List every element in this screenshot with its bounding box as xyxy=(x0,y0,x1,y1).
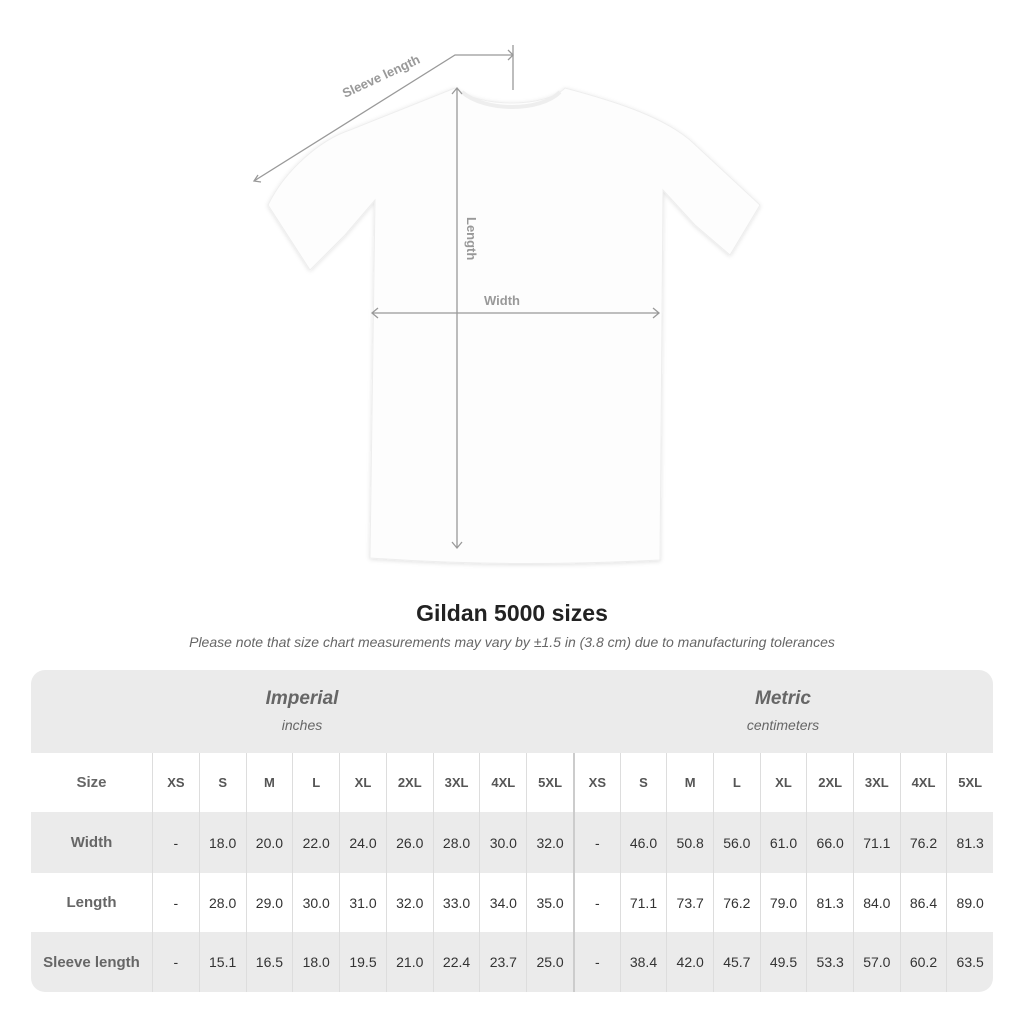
measurement-cell: 35.0 xyxy=(526,873,573,932)
measurement-cell: 30.0 xyxy=(292,873,339,932)
measurement-cell: 60.2 xyxy=(899,932,947,992)
imperial-title: Imperial xyxy=(265,688,339,709)
measurement-cell: 26.0 xyxy=(385,812,433,873)
measurement-cell: 30.0 xyxy=(479,812,526,873)
measurement-cell: 20.0 xyxy=(245,812,293,873)
length-label: Length xyxy=(464,217,479,260)
measurement-cell: 18.0 xyxy=(292,932,339,992)
measurement-cell: 79.0 xyxy=(759,873,807,932)
size-column-header: 5XL xyxy=(526,753,573,812)
measurement-cell: 84.0 xyxy=(853,873,900,932)
measurement-cell: 23.7 xyxy=(479,932,526,992)
size-column-header: 3XL xyxy=(853,753,900,812)
size-column-header: XS xyxy=(573,753,620,812)
size-column-header: L xyxy=(292,753,339,812)
table-row: Sleeve length -15.1 16.5 18.0 19.5 21.0 22.4 23… xyxy=(31,932,993,992)
measurement-cell: 32.0 xyxy=(526,812,573,873)
size-column-header: XL xyxy=(339,753,386,812)
size-column-header: L xyxy=(713,753,760,812)
size-table: Imperial inches Metric centimeters Size X… xyxy=(31,670,993,992)
measurement-cell: 49.5 xyxy=(759,932,807,992)
measurement-cell: 22.0 xyxy=(292,812,339,873)
tolerance-note: Please note that size chart measurements… xyxy=(189,634,835,650)
size-column-header: S xyxy=(619,753,667,812)
measurement-cell: 76.2 xyxy=(899,812,947,873)
measurement-cell: 71.1 xyxy=(853,812,900,873)
measurement-cell: 18.0 xyxy=(198,812,246,873)
measurement-cell: 22.4 xyxy=(432,932,480,992)
metric-header: Metric centimeters xyxy=(573,670,993,753)
measurement-cell: - xyxy=(152,932,199,992)
measurement-cell: 24.0 xyxy=(339,812,386,873)
measurement-cell: 21.0 xyxy=(385,932,433,992)
table-row: Length -28.0 29.0 30.0 31.0 32.0 33.0 34.0 35.0-… xyxy=(31,873,993,932)
size-column-header: 2XL xyxy=(385,753,433,812)
measurement-cell: 86.4 xyxy=(899,873,947,932)
measurement-cell: 32.0 xyxy=(385,873,433,932)
imperial-unit: inches xyxy=(281,717,323,733)
sleeve-length-label: Sleeve length xyxy=(340,52,422,101)
measurement-cell: - xyxy=(152,812,199,873)
measurement-cell: 28.0 xyxy=(198,873,246,932)
measurement-cell: 38.4 xyxy=(619,932,667,992)
measurement-cell: 15.1 xyxy=(198,932,246,992)
size-column-header: 5XL xyxy=(946,753,993,812)
measurement-cell: 56.0 xyxy=(713,812,760,873)
measurement-cell: 19.5 xyxy=(339,932,386,992)
row-label: Size xyxy=(76,774,107,791)
size-column-header: M xyxy=(245,753,293,812)
measurement-cell: 25.0 xyxy=(526,932,573,992)
measurement-cell: 76.2 xyxy=(713,873,760,932)
sleeve-measure-line xyxy=(253,54,513,182)
measurement-cell: 81.3 xyxy=(806,873,853,932)
row-label: Length xyxy=(66,894,117,911)
imperial-header: Imperial inches xyxy=(31,670,573,753)
measurement-cell: 33.0 xyxy=(432,873,480,932)
metric-title: Metric xyxy=(755,688,811,709)
size-header-row: Size XS S M L XL 2XL 3XL 4XL 5XL XS S M L XL 2XL 3XL 4XL 5… xyxy=(31,753,993,812)
chart-title: Gildan 5000 sizes xyxy=(416,600,608,626)
measurement-cell: 31.0 xyxy=(339,873,386,932)
measurement-cell: 71.1 xyxy=(619,873,667,932)
measurement-cell: - xyxy=(573,812,620,873)
measurement-cell: 63.5 xyxy=(946,932,993,992)
row-label: Sleeve length xyxy=(43,953,140,971)
measurement-cell: 16.5 xyxy=(245,932,293,992)
size-column-header: S xyxy=(198,753,246,812)
size-column-header: 3XL xyxy=(432,753,480,812)
measurement-cell: 53.3 xyxy=(806,932,853,992)
width-label: Width xyxy=(484,293,520,308)
metric-unit: centimeters xyxy=(746,717,820,733)
measurement-cell: 46.0 xyxy=(619,812,667,873)
size-column-header: XS xyxy=(152,753,199,812)
measurement-cell: 61.0 xyxy=(759,812,807,873)
measurement-cell: - xyxy=(152,873,199,932)
measurement-cell: - xyxy=(573,873,620,932)
measurement-cell: 66.0 xyxy=(806,812,853,873)
measurement-cell: 50.8 xyxy=(666,812,713,873)
size-column-header: 4XL xyxy=(899,753,947,812)
measurement-cell: 57.0 xyxy=(853,932,900,992)
measurement-cell: 73.7 xyxy=(666,873,713,932)
size-column-header: 4XL xyxy=(479,753,526,812)
size-column-header: M xyxy=(666,753,713,812)
measurement-cell: 42.0 xyxy=(666,932,713,992)
measurement-cell: 81.3 xyxy=(946,812,993,873)
row-label: Width xyxy=(70,834,113,851)
table-row: Width -18.0 20.0 22.0 24.0 26.0 28.0 30.0 32.0-4… xyxy=(31,812,993,873)
measurement-cell: 45.7 xyxy=(713,932,760,992)
tshirt-shape xyxy=(267,87,761,565)
measurement-cell: 28.0 xyxy=(432,812,480,873)
measurement-cell: 29.0 xyxy=(245,873,293,932)
size-column-header: 2XL xyxy=(806,753,853,812)
measurement-cell: - xyxy=(573,932,620,992)
size-column-header: XL xyxy=(759,753,807,812)
tshirt-diagram: Sleeve length Length Width xyxy=(252,45,761,565)
measurement-cell: 34.0 xyxy=(479,873,526,932)
measurement-cell: 89.0 xyxy=(946,873,993,932)
